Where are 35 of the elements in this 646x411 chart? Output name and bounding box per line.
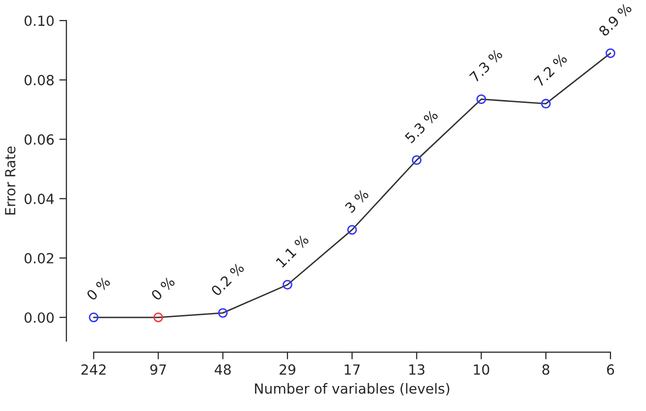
point [218, 308, 228, 318]
y-tick-label: 0.06 [24, 134, 54, 145]
data-label: 1.1 % [275, 234, 310, 268]
x-tick-label: 8 [542, 364, 550, 375]
x-tick-label: 242 [81, 364, 106, 375]
point [88, 312, 99, 322]
point [476, 94, 486, 104]
y-axis-title: Error Rate [5, 146, 16, 215]
x-tick-label: 29 [280, 364, 296, 375]
data-label: 7.2 % [534, 52, 568, 88]
point [606, 48, 616, 58]
x-tick-label: 48 [214, 364, 231, 375]
y-tick-label: 0.04 [24, 194, 54, 204]
data-label: 5.3 % [404, 109, 439, 144]
point [282, 280, 292, 290]
point [412, 155, 422, 165]
point [541, 98, 551, 109]
data-label: 7.3 % [469, 48, 504, 83]
x-tick-label: 17 [344, 364, 360, 375]
data-label: 0.2 % [210, 262, 245, 296]
data-label: 8.9 % [598, 2, 632, 37]
y-tick-label: 0.00 [24, 312, 54, 323]
data-label: 0 % [86, 276, 111, 301]
data-label: 0 % [150, 276, 176, 301]
x-tick-label: 97 [150, 364, 166, 375]
x-tick-label: 13 [409, 364, 424, 375]
y-tick-label: 0.02 [24, 252, 54, 264]
x-tick-label: 10 [474, 364, 490, 375]
point [347, 224, 357, 235]
data-label: 3 % [344, 188, 370, 214]
y-tick-label: 0.10 [24, 16, 54, 26]
x-tick-label: 6 [607, 364, 614, 375]
y-tick-label: 0.08 [24, 74, 54, 86]
point [153, 312, 164, 322]
x-axis-title: Number of variables (levels) [255, 383, 450, 396]
